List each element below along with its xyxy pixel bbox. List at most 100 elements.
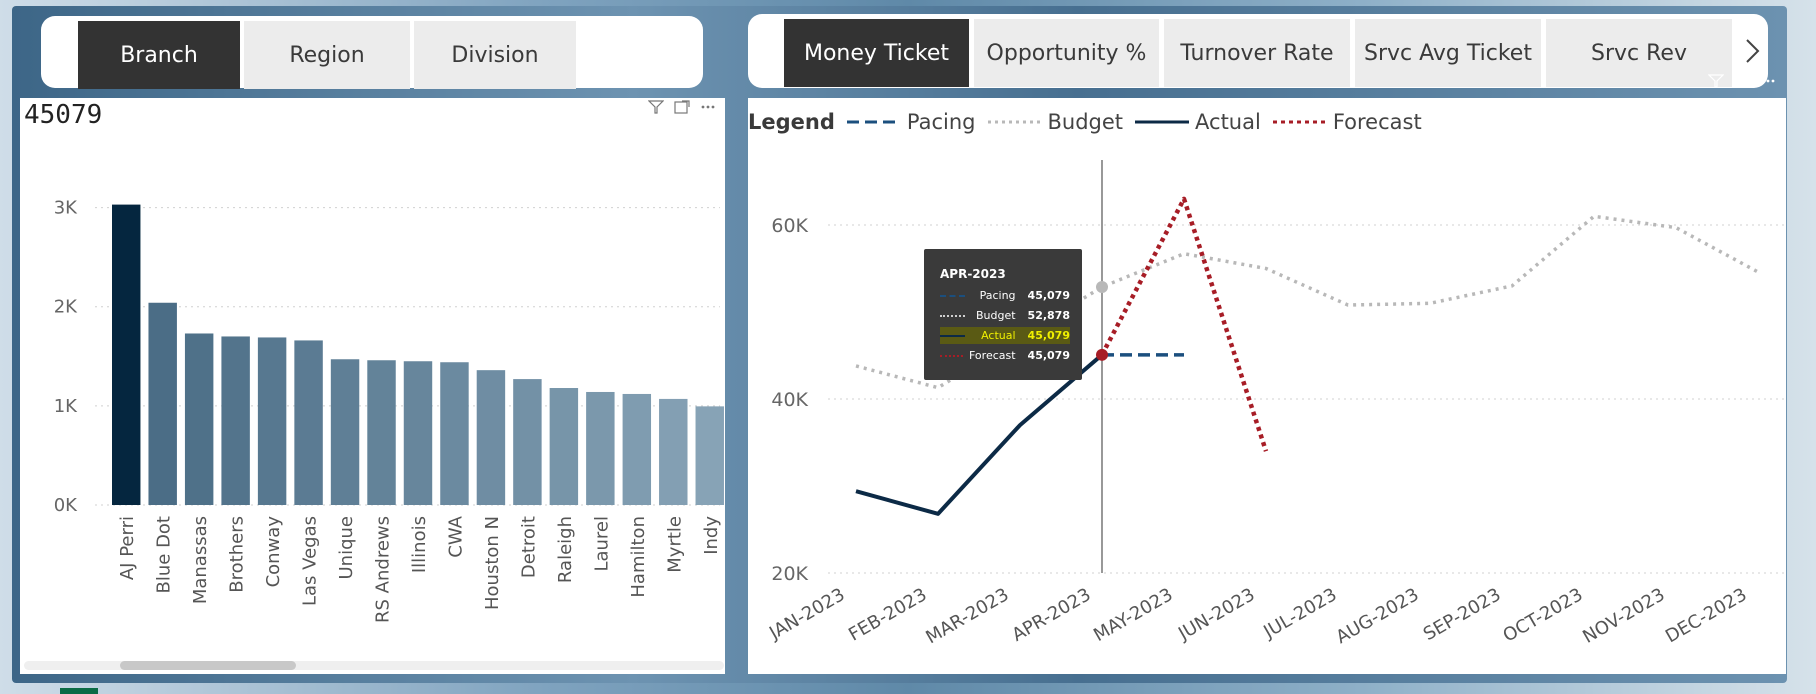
more-options-icon[interactable] [1760,74,1776,92]
x-tick-label: CWA [445,515,466,557]
legend-label: Forecast [1332,110,1422,134]
x-tick-label: JUL-2023 [1259,584,1340,643]
tooltip-label: Forecast [969,349,1016,362]
bar[interactable] [476,370,506,505]
x-tick-label: OCT-2023 [1499,584,1586,646]
tab-division[interactable]: Division [414,21,576,89]
focus-mode-icon[interactable] [1734,74,1750,92]
x-tick-label: Las Vegas [300,516,321,606]
y-tick-label: 3K [54,198,78,219]
budget-hover-point [1096,280,1108,293]
x-tick-label: Houston N [482,516,503,610]
x-tick-label: AJ Perri [117,516,138,580]
tab-region[interactable]: Region [244,21,410,89]
y-tick-label: 40K [771,389,808,411]
focus-mode-icon[interactable] [674,100,690,118]
series-line-actual[interactable] [855,353,1104,516]
legend-label: Pacing [906,110,976,134]
bar[interactable] [184,333,214,505]
tooltip-row-pacing: Pacing 45,079 [940,287,1070,304]
tooltip-label: Pacing [979,289,1016,302]
bar[interactable] [294,340,323,505]
y-tick-label: 2K [54,297,78,318]
legend-item-budget[interactable]: Budget [987,110,1124,134]
visual-header [1707,74,1776,92]
x-tick-label: Unique [336,516,357,580]
x-tick-label: Manassas [190,516,211,604]
tooltip-value: 45,079 [1027,329,1070,342]
metric-slicer: Money Ticket Opportunity % Turnover Rate… [748,14,1768,88]
x-tick-label: Conway [263,516,284,588]
tooltip-value: 45,079 [1027,289,1070,302]
chart-legend: Legend Pacing Budget Actual Forecast [748,110,1426,134]
bar[interactable] [330,359,360,505]
bar[interactable] [148,302,177,505]
tooltip-label: Actual [981,329,1016,342]
bar[interactable] [586,391,615,505]
tab-opportunity-pct[interactable]: Opportunity % [974,19,1159,87]
tooltip-title: APR-2023 [940,267,1006,281]
tab-turnover-rate[interactable]: Turnover Rate [1164,19,1350,87]
tab-branch[interactable]: Branch [78,21,240,89]
tab-money-ticket[interactable]: Money Ticket [784,19,969,87]
x-tick-label: JAN-2023 [765,584,848,644]
filter-icon[interactable] [647,100,665,118]
visual-header [647,100,716,118]
x-tick-label: MAY-2023 [1090,584,1176,646]
series-line-forecast[interactable] [1100,196,1269,452]
x-tick-label: Hamilton [628,516,649,598]
legend-item-forecast[interactable]: Forecast [1272,110,1422,134]
series-line-budget[interactable] [855,214,1759,390]
bar[interactable] [549,388,579,505]
x-tick-label: Illinois [409,516,430,573]
tooltip-value: 52,878 [1027,309,1070,322]
x-tick-label: FEB-2023 [845,584,930,645]
bar[interactable] [440,362,469,505]
x-tick-label: SEP-2023 [1420,584,1505,645]
y-tick-label: 20K [771,563,808,585]
branch-bar-chart-panel: 45079 0K 1K 2K 3K AJ Perri Blue Dot Manassas Br… [20,98,725,674]
bar[interactable] [659,398,688,505]
legend-item-pacing[interactable]: Pacing [846,110,976,134]
legend-label: Budget [1047,110,1124,134]
x-tick-label: NOV-2023 [1579,584,1668,648]
actual-hover-point [1096,348,1108,361]
selected-value-label: 45079 [24,100,103,130]
legend-label: Actual [1195,110,1261,134]
bar-chart: 0K 1K 2K 3K AJ Perri Blue Dot Manassas Brothers… [54,198,724,623]
x-tick-label: RS Andrews [373,516,394,623]
x-tick-label: Detroit [518,516,539,578]
hover-tooltip: APR-2023 Pacing 45,079 Budget 52,878 Act… [924,249,1082,380]
chevron-right-icon[interactable] [1742,36,1762,66]
bar[interactable] [513,379,542,505]
tooltip-label: Budget [975,309,1016,322]
tooltip-row-budget: Budget 52,878 [940,307,1070,324]
x-tick-label: JUN-2023 [1174,584,1258,645]
bar[interactable] [221,336,250,505]
bar[interactable] [112,204,141,505]
tab-srvc-rev[interactable]: Srvc Rev [1546,19,1732,87]
legend-title: Legend [748,110,835,134]
bar[interactable] [403,361,433,505]
bar[interactable] [367,360,396,505]
x-tick-label: Laurel [591,516,612,572]
bar[interactable] [257,337,287,505]
bar[interactable] [695,406,724,505]
page-tab-indicator[interactable] [60,688,98,694]
more-options-icon[interactable] [700,100,716,118]
horizontal-scrollbar[interactable] [24,661,724,670]
x-tick-label: Indy [701,516,722,555]
tooltip-row-actual: Actual 45,079 [940,327,1070,344]
filter-icon[interactable] [1707,74,1725,92]
y-tick-label: 0K [54,495,78,516]
bar[interactable] [622,393,652,505]
trend-line-chart-panel: Legend Pacing Budget Actual Forecast 20K… [748,74,1786,674]
x-tick-label: MAR-2023 [922,584,1012,648]
tab-srvc-avg-ticket[interactable]: Srvc Avg Ticket [1355,19,1541,87]
y-tick-label: 1K [54,396,78,417]
scrollbar-thumb[interactable] [120,661,296,670]
y-tick-label: 60K [771,215,808,237]
tooltip-value: 45,079 [1027,349,1070,362]
legend-item-actual[interactable]: Actual [1135,110,1261,134]
